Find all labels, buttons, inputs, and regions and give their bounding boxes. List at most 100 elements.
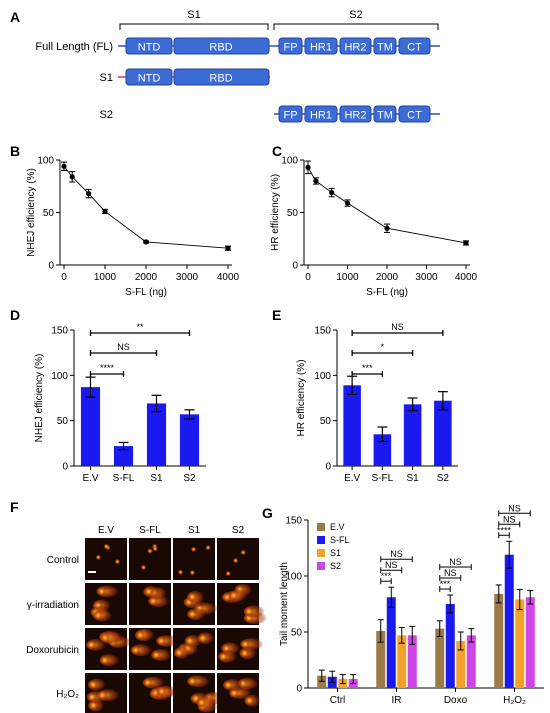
chart-c-y-axis-label: HR efficiency (%) xyxy=(270,174,281,251)
chart-g-bar xyxy=(494,593,504,688)
chart-g-y-tick-label: 50 xyxy=(291,628,303,639)
chart-b-point xyxy=(61,163,67,169)
chart-e-y-tick-label: 0 xyxy=(325,462,331,473)
comet-head xyxy=(99,655,110,666)
comet-head xyxy=(187,591,198,602)
chart-d-x-tick-label: S2 xyxy=(183,473,196,484)
chart-g-sig-label: NS xyxy=(503,514,516,524)
comet-head xyxy=(187,609,198,620)
chart-c-point xyxy=(305,164,311,170)
comet-head xyxy=(142,677,153,688)
chart-e-y-axis-label: HR efficiency (%) xyxy=(296,359,307,436)
chart-g-sig-label: *** xyxy=(381,571,392,581)
s1-bracket-label: S1 xyxy=(187,9,200,21)
panel-label-e: E xyxy=(272,307,281,323)
s1-domain-ntd xyxy=(125,68,173,86)
chart-g-bar xyxy=(376,630,386,688)
s2-domain-ct-label: CT xyxy=(407,110,422,122)
comet-head xyxy=(95,554,102,561)
s2-bracket xyxy=(273,23,439,30)
chart-g-sig-label: NS xyxy=(385,560,398,570)
chart-e-y-tick-label: 100 xyxy=(314,371,331,382)
comet-row-label-doxorubicin: Doxorubicin xyxy=(26,645,79,656)
s2-domain-ct xyxy=(398,105,431,123)
chart-g-sig-label: NS xyxy=(449,557,462,567)
chart-d-y-tick-label: 0 xyxy=(62,462,68,473)
chart-b-x-tick-label: 0 xyxy=(61,272,67,283)
fl-domain-fp xyxy=(278,37,303,55)
chart-c-point xyxy=(344,200,351,206)
chart-g-legend-label: S2 xyxy=(330,561,341,571)
panel-label-c: C xyxy=(272,143,282,159)
comet-head xyxy=(174,647,185,658)
comet-head xyxy=(228,590,239,601)
comet-col-label-ev: E.V xyxy=(98,525,114,536)
chart-c-x-tick-label: 0 xyxy=(305,272,311,283)
s2-domain-hr2-label: HR2 xyxy=(344,110,366,122)
comet-head xyxy=(135,630,146,641)
s2-domain-tm-label: TM xyxy=(377,110,393,122)
comet-head xyxy=(100,632,111,643)
chart-b-x-tick-label: 4000 xyxy=(217,272,240,283)
comet-head xyxy=(232,557,239,564)
chart-e-sig-label: * xyxy=(381,342,385,352)
chart-b-y-tick-label: 100 xyxy=(37,156,54,167)
panel-label-b: B xyxy=(10,143,20,159)
comet-col-label-s1: S1 xyxy=(188,525,201,536)
fl-domain-hr2-label: HR2 xyxy=(344,42,366,54)
chart-g-x-tick-label: H₂O₂ xyxy=(503,695,526,706)
fl-domain-ntd-label: NTD xyxy=(138,42,161,54)
chart-b-point xyxy=(69,174,75,180)
chart-g-bar xyxy=(397,635,407,688)
chart-g-bar xyxy=(504,554,514,688)
chart-e-bar xyxy=(343,385,361,466)
chart-d-x-tick-label: S-FL xyxy=(113,473,135,484)
chart-g-sig-label: NS xyxy=(444,568,457,578)
chart-b-y-tick-label: 0 xyxy=(48,261,54,272)
scale-bar xyxy=(88,571,96,573)
row-label-s1: S1 xyxy=(100,72,113,84)
chart-g: 0 50 100 150 Tail moment length Ctrl IR Doxo H₂O… xyxy=(279,503,544,706)
chart-e-bar xyxy=(434,400,452,466)
comet-row-label-h2o2: H₂O₂ xyxy=(56,689,79,700)
chart-d-sig-label: NS xyxy=(117,342,130,352)
chart-b-point xyxy=(143,239,149,245)
chart-e-x-tick-label: S2 xyxy=(437,473,450,484)
chart-b-point xyxy=(225,245,231,251)
chart-c-x-tick-label: 2000 xyxy=(376,272,399,283)
chart-g-legend-label: S1 xyxy=(330,548,341,558)
comet-head xyxy=(240,549,247,556)
comet-head xyxy=(189,569,196,576)
comet-head xyxy=(93,610,104,621)
chart-c-point xyxy=(329,189,335,196)
chart-g-legend-swatch xyxy=(317,549,325,557)
chart-g-bar xyxy=(386,597,396,688)
comet-head xyxy=(239,648,250,659)
chart-d-y-tick-label: 100 xyxy=(51,371,68,382)
chart-g-y-tick-label: 150 xyxy=(285,516,302,527)
comet-row-label-irradiation: γ-irradiation xyxy=(27,600,79,611)
fl-domain-ct xyxy=(398,37,431,55)
comet-head xyxy=(130,645,141,656)
chart-d-y-tick-label: 50 xyxy=(57,416,69,427)
chart-b-x-tick-label: 1000 xyxy=(94,272,117,283)
chart-c-x-tick-label: 1000 xyxy=(336,272,359,283)
chart-g-x-tick-label: Ctrl xyxy=(330,695,346,706)
s1-domain-rbd xyxy=(173,68,270,86)
chart-g-legend-swatch xyxy=(317,523,325,531)
chart-c-x-axis-label: S-FL (ng) xyxy=(366,287,408,298)
comet-head xyxy=(190,546,197,553)
s2-domain-hr1-label: HR1 xyxy=(310,110,332,122)
chart-g-x-tick-label: IR xyxy=(392,695,402,706)
chart-d-y-tick-label: 150 xyxy=(51,326,68,337)
chart-c-y-tick-label: 100 xyxy=(281,156,298,167)
chart-d-bar xyxy=(80,387,101,466)
comet-head xyxy=(151,649,162,660)
chart-e-sig-label: *** xyxy=(362,363,373,373)
chart-g-legend-swatch xyxy=(317,536,325,544)
row-label-fl: Full Length (FL) xyxy=(35,41,113,53)
comet-head xyxy=(97,690,108,701)
comet-head xyxy=(103,543,110,550)
comet-head xyxy=(218,651,229,662)
